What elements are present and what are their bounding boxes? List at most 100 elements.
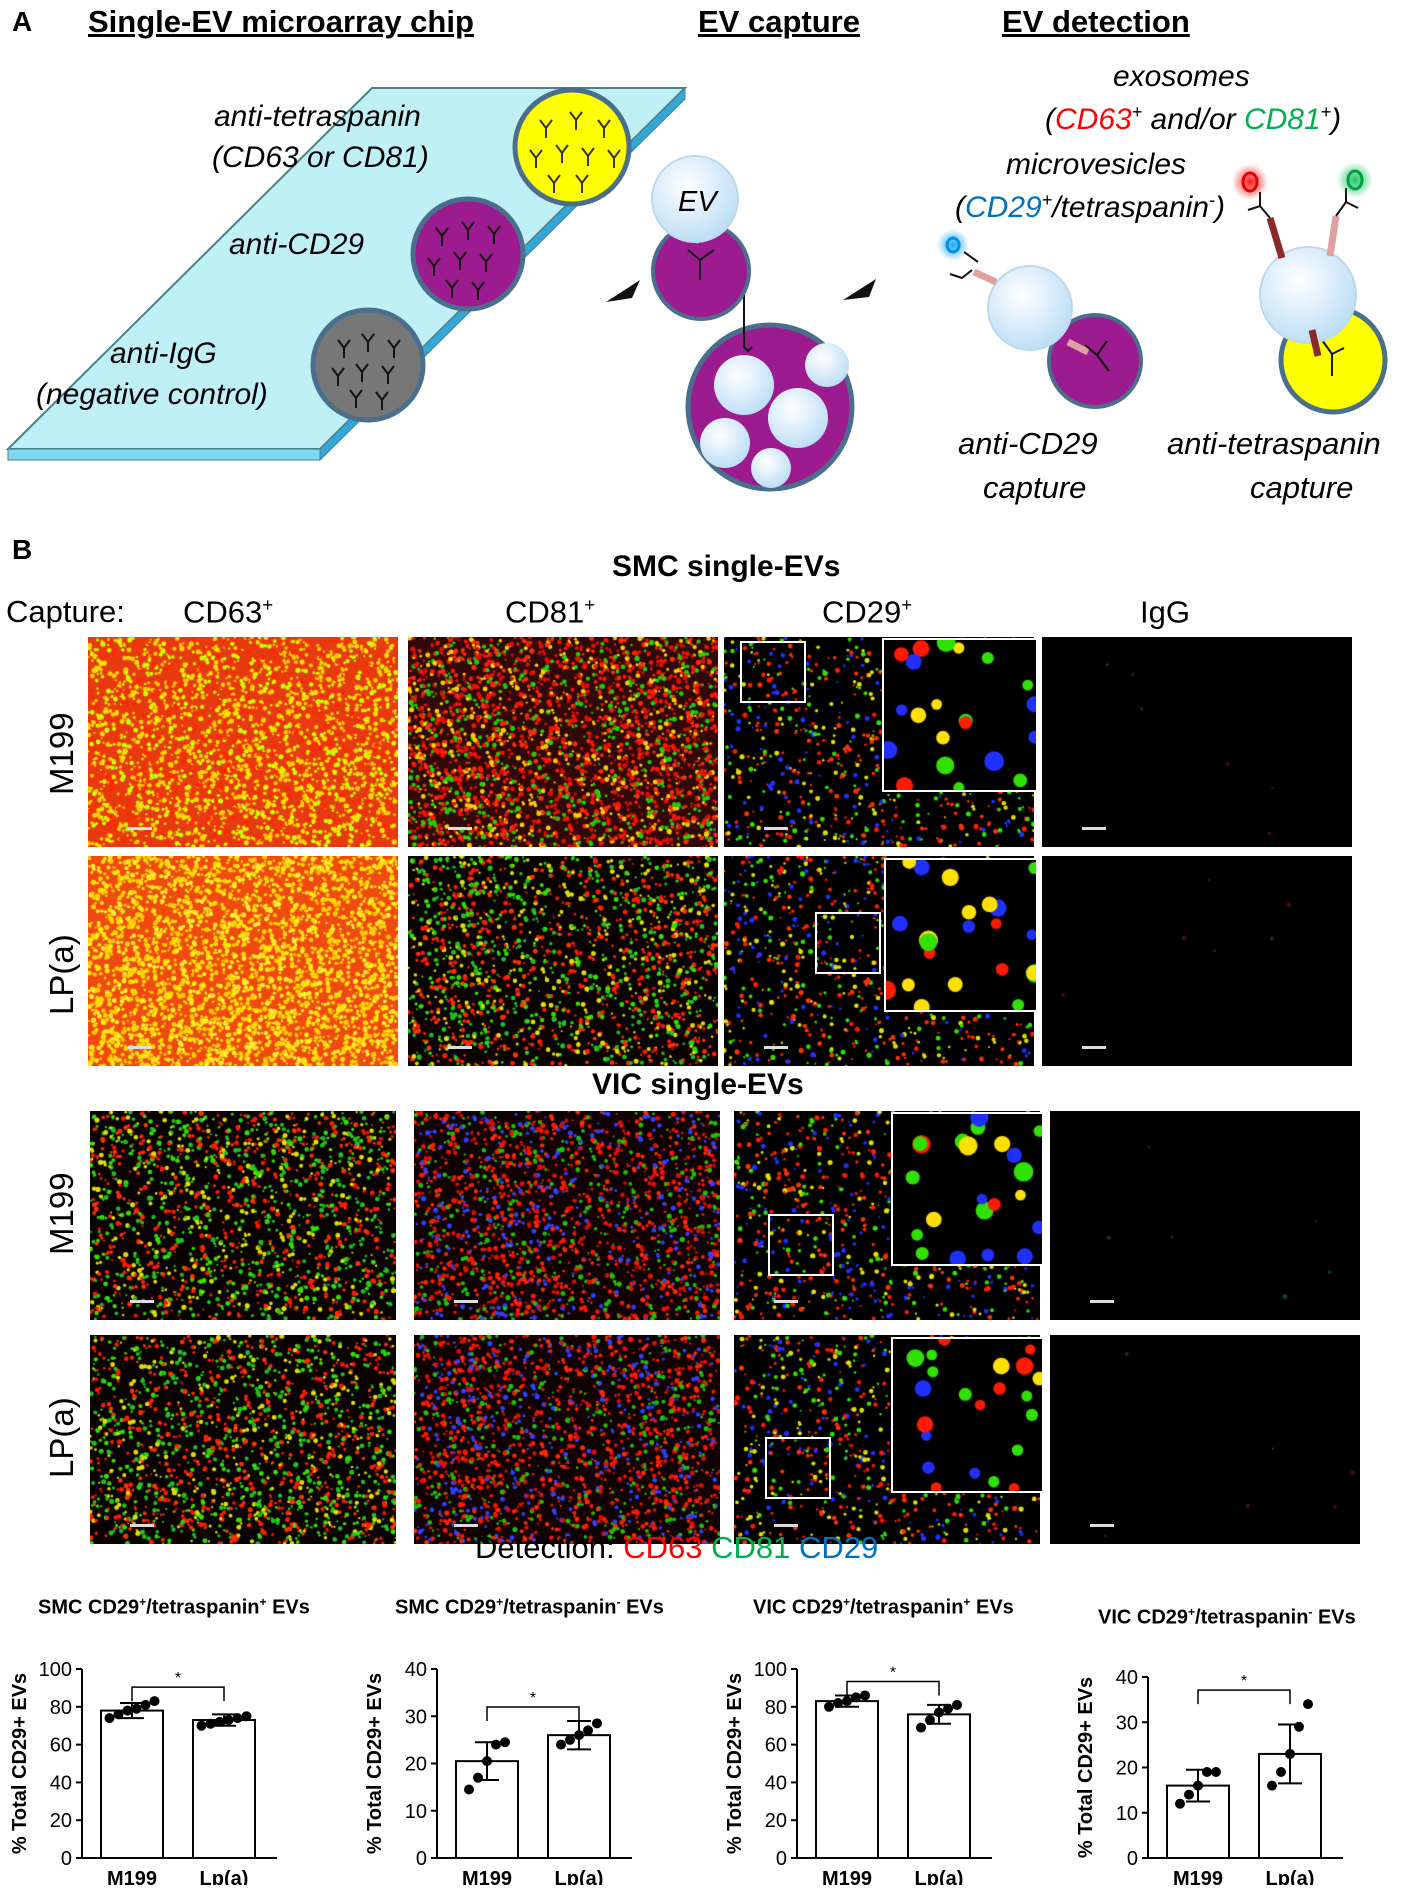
data-point bbox=[1184, 1789, 1194, 1800]
y-tick-label: 60 bbox=[765, 1735, 787, 1757]
data-point bbox=[1175, 1798, 1185, 1809]
zoom-inset bbox=[884, 858, 1038, 1012]
data-point bbox=[113, 1709, 124, 1720]
scale-bar bbox=[454, 1524, 478, 1527]
chart-title: VIC CD29+/tetraspanin+ EVs bbox=[753, 1595, 1014, 1619]
data-point bbox=[833, 1698, 843, 1709]
data-point bbox=[583, 1725, 593, 1736]
y-tick-label: 20 bbox=[1116, 1758, 1138, 1780]
y-tick-label: 0 bbox=[61, 1848, 72, 1870]
micrograph-tile bbox=[414, 1111, 720, 1320]
x-tick-label: M199 bbox=[107, 1868, 157, 1885]
data-point bbox=[1276, 1767, 1286, 1778]
y-tick-label: 30 bbox=[1116, 1712, 1138, 1734]
zoom-inset bbox=[891, 1112, 1044, 1266]
cd29-spot bbox=[410, 196, 526, 312]
scale-bar bbox=[448, 1046, 472, 1049]
scale-bar bbox=[1082, 1046, 1106, 1049]
row-label-vic-lpa: LP(a) bbox=[43, 1397, 80, 1478]
scale-bar bbox=[774, 1300, 798, 1303]
data-point bbox=[482, 1756, 492, 1767]
column-label-cd29: CD29+ bbox=[822, 594, 913, 630]
data-point bbox=[1285, 1748, 1295, 1759]
y-tick-label: 100 bbox=[754, 1659, 787, 1681]
chart-svg: % Total CD29+ EVs 0 20 40 60 80 100 M199 Lp(a) * bbox=[724, 1659, 992, 1885]
scale-bar bbox=[1082, 827, 1106, 830]
data-point bbox=[131, 1703, 142, 1714]
exosome-illustration bbox=[1232, 162, 1388, 415]
chip-header: Single-EV microarray chip bbox=[88, 4, 474, 39]
data-point bbox=[205, 1718, 216, 1729]
y-tick-label: 0 bbox=[416, 1848, 427, 1870]
panel-a-letter: A bbox=[12, 6, 33, 37]
data-point bbox=[1294, 1721, 1304, 1732]
data-point bbox=[565, 1734, 575, 1745]
y-tick-label: 0 bbox=[776, 1848, 787, 1870]
y-tick-label: 80 bbox=[765, 1697, 787, 1719]
data-point bbox=[140, 1699, 151, 1710]
data-point bbox=[464, 1784, 474, 1795]
data-point bbox=[473, 1772, 483, 1783]
detection-header: EV detection bbox=[1002, 4, 1190, 39]
micrograph-tile bbox=[408, 856, 718, 1066]
x-tick-label: M199 bbox=[822, 1868, 872, 1885]
anti-tet-capture-sublabel: capture bbox=[1250, 470, 1354, 505]
bar bbox=[1166, 1784, 1230, 1860]
microvesicles-label: microvesicles bbox=[1006, 148, 1187, 181]
chart-title: SMC CD29+/tetraspanin+ EVs bbox=[38, 1595, 310, 1619]
micrograph-tile bbox=[90, 1111, 396, 1320]
y-axis-label: % Total CD29+ EVs bbox=[724, 1673, 746, 1854]
igg-spot bbox=[310, 307, 426, 423]
tetraspanin-spot bbox=[512, 87, 632, 207]
significance-bracket bbox=[846, 1680, 940, 1696]
micrograph-tile bbox=[1042, 637, 1352, 847]
smc-title: SMC single-EVs bbox=[612, 550, 841, 583]
y-tick-label: 30 bbox=[405, 1706, 427, 1728]
data-point bbox=[214, 1716, 225, 1727]
data-point bbox=[1303, 1699, 1313, 1710]
y-tick-label: 10 bbox=[405, 1801, 427, 1823]
y-tick-label: 10 bbox=[1116, 1803, 1138, 1825]
y-tick-label: 40 bbox=[405, 1659, 427, 1681]
chart-svg: % Total CD29+ EVs 0 20 40 60 80 100 M199 Lp(a) * bbox=[9, 1659, 277, 1885]
microvesicle-illustration bbox=[937, 229, 1143, 409]
data-point bbox=[1202, 1767, 1212, 1778]
scale-bar bbox=[128, 1046, 152, 1049]
data-point bbox=[842, 1696, 852, 1707]
micrograph-tile bbox=[414, 1335, 720, 1544]
micrograph-tile bbox=[408, 637, 718, 847]
data-point bbox=[1211, 1767, 1221, 1778]
y-tick-label: 20 bbox=[765, 1810, 787, 1832]
micrograph-tile bbox=[88, 856, 398, 1066]
roi-box bbox=[740, 641, 806, 703]
data-point bbox=[122, 1705, 133, 1716]
micrograph-tile bbox=[1050, 1111, 1360, 1320]
x-tick-label: M199 bbox=[1173, 1868, 1223, 1885]
data-point bbox=[500, 1737, 510, 1748]
x-tick-label: Lp(a) bbox=[200, 1868, 249, 1885]
chart-title: VIC CD29+/tetraspanin- EVs bbox=[1098, 1605, 1356, 1629]
data-point bbox=[149, 1696, 160, 1707]
y-tick-label: 60 bbox=[50, 1735, 72, 1757]
micrograph-tile bbox=[1050, 1335, 1360, 1544]
scale-bar bbox=[764, 827, 788, 830]
column-label-cd63: CD63+ bbox=[183, 594, 274, 630]
capture-header: EV capture bbox=[698, 4, 860, 39]
chart-title: SMC CD29+/tetraspanin- EVs bbox=[395, 1595, 664, 1619]
significance-star: * bbox=[1241, 1673, 1247, 1690]
y-axis-label: % Total CD29+ EVs bbox=[1075, 1677, 1097, 1858]
roi-box bbox=[768, 1214, 834, 1276]
bar bbox=[815, 1700, 879, 1859]
bar bbox=[192, 1719, 256, 1859]
tetraspanin-label: anti-tetraspanin bbox=[214, 100, 421, 133]
significance-star: * bbox=[530, 1690, 536, 1707]
significance-bracket bbox=[486, 1706, 580, 1721]
x-tick-label: Lp(a) bbox=[1266, 1868, 1315, 1885]
scale-bar bbox=[128, 827, 152, 830]
y-tick-label: 20 bbox=[405, 1754, 427, 1776]
chart-svg: % Total CD29+ EVs 0 10 20 30 40 M199 Lp(a) * bbox=[364, 1659, 632, 1885]
vic-title: VIC single-EVs bbox=[592, 1068, 804, 1101]
tetraspanin-sublabel: (CD63 or CD81) bbox=[212, 141, 429, 174]
data-point bbox=[952, 1699, 962, 1710]
anti-tet-capture-label: anti-tetraspanin bbox=[1167, 426, 1381, 461]
